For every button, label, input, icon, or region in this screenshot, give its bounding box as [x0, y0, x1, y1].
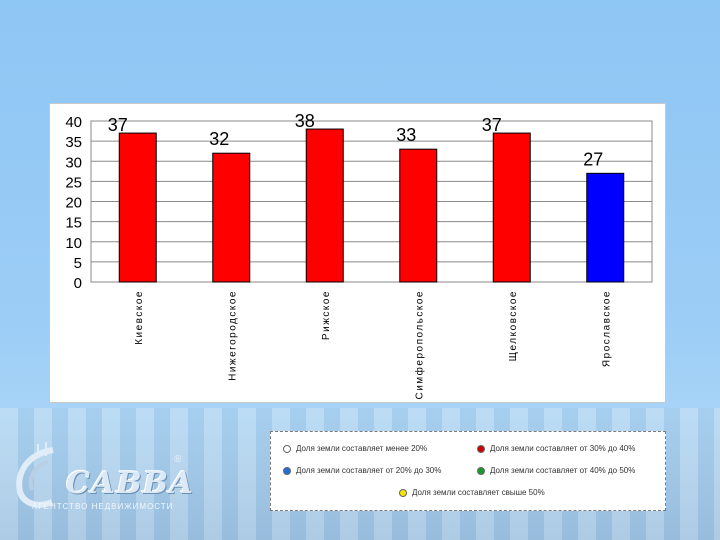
legend-dot-icon: [477, 444, 485, 453]
y-tick-label: 25: [65, 174, 82, 191]
y-tick-label: 20: [65, 195, 82, 212]
logo-subtitle: АГЕНТСТВО НЕДВИЖИМОСТИ: [32, 502, 174, 511]
data-label: 32: [209, 129, 229, 149]
legend-dot-icon: [477, 466, 485, 475]
logo-emblem-icon: [16, 442, 54, 508]
x-tick-label: Киевское: [134, 290, 145, 345]
legend-dot-icon: [283, 444, 291, 453]
data-label: 37: [482, 115, 502, 135]
data-label: 33: [396, 125, 416, 145]
bar: [492, 132, 531, 283]
y-tick-label: 40: [65, 114, 82, 131]
x-tick-label: Щелковское: [508, 290, 519, 361]
y-tick-label: 35: [65, 134, 82, 151]
y-tick-label: 30: [65, 154, 82, 171]
legend-label: Доля земли составляет от 30% до 40%: [490, 444, 636, 453]
legend-label: Доля земли составляет от 20% до 30%: [296, 466, 442, 475]
legend: Доля земли составляет менее 20% Доля зем…: [270, 431, 666, 511]
y-tick-label: 0: [74, 275, 82, 292]
legend-item: Доля земли составляет от 40% до 50%: [477, 466, 635, 475]
legend-label: Доля земли составляет свыше 50%: [412, 488, 545, 497]
data-label: 37: [108, 115, 128, 135]
y-tick-label: 10: [65, 235, 82, 252]
legend-label: Доля земли составляет менее 20%: [296, 444, 428, 453]
x-tick-label: Ярославское: [601, 290, 612, 367]
bar: [118, 132, 157, 283]
y-tick-label: 15: [65, 215, 82, 232]
data-label: 38: [295, 111, 315, 131]
company-logo: САВВА ® АГЕНТСТВО НЕДВИЖИМОСТИ: [8, 432, 198, 518]
data-label: 27: [583, 149, 603, 169]
legend-dot-icon: [283, 466, 291, 475]
x-tick-label: Симферопольское: [413, 290, 425, 400]
chart-panel: 0 5 10 15 20 25 30 35 40 37 Киевское 32 Нижегородско…: [49, 103, 666, 403]
legend-item: Доля земли составляет от 30% до 40%: [477, 444, 635, 453]
x-tick-label: Рижское: [321, 290, 332, 340]
legend-label: Доля земли составляет от 40% до 50%: [490, 466, 636, 475]
logo-name: САВВА: [66, 466, 195, 501]
legend-item: Доля земли составляет свыше 50%: [399, 488, 545, 497]
bar: [586, 172, 625, 283]
bar-chart: 0 5 10 15 20 25 30 35 40 37 Киевское 32 Нижегородско…: [65, 111, 653, 400]
legend-dot-icon: [399, 488, 407, 497]
logo-registered-mark: ®: [174, 454, 182, 465]
legend-item: Доля земли составляет от 20% до 30%: [283, 466, 441, 475]
bar: [399, 148, 438, 283]
legend-item: Доля земли составляет менее 20%: [283, 444, 427, 453]
x-tick-label: Нижегородское: [227, 290, 238, 381]
y-tick-label: 5: [74, 255, 82, 272]
bar: [212, 152, 251, 283]
bar: [305, 128, 344, 283]
